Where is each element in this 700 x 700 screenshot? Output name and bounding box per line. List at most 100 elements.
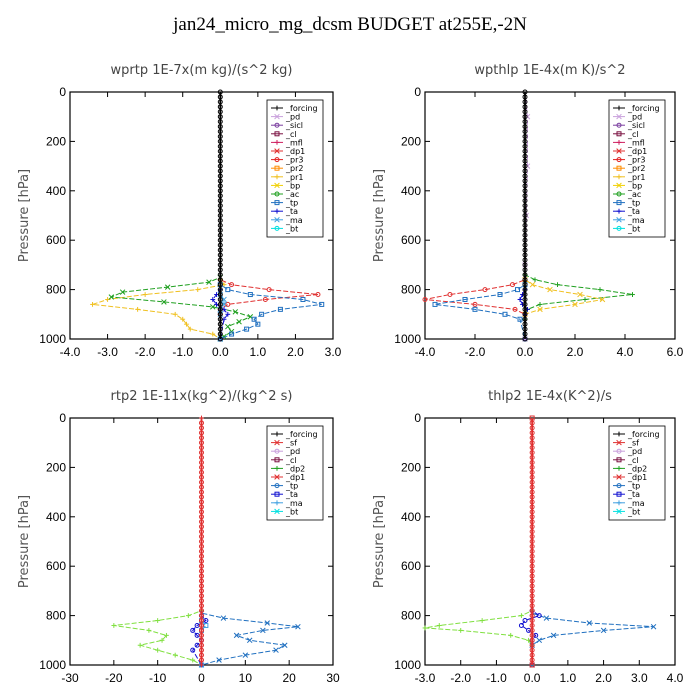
x-tick-label: 0.0 (517, 345, 534, 359)
legend-entry: _dp2 (285, 464, 305, 473)
forcing-point (217, 331, 223, 337)
series-point-_tp-d (273, 647, 279, 653)
forcing-point (529, 420, 535, 426)
legend-marker (616, 157, 622, 163)
series-point-_tp (255, 321, 261, 327)
panel-title: wprtp 1E-7x(m kg)/(s^2 kg) (111, 63, 293, 78)
series-point-_ta (190, 627, 196, 633)
series-point-_ac-d (232, 309, 239, 315)
y-tick-label: 1000 (39, 332, 66, 346)
forcing-point (529, 553, 535, 559)
series-point-_tp-d (264, 620, 271, 626)
forcing-point (522, 272, 528, 278)
forcing-point (522, 168, 528, 174)
x-tick-label: -3.0 (415, 671, 436, 685)
legend-marker (616, 191, 622, 197)
forcing-point (529, 479, 535, 485)
forcing-point (217, 119, 223, 125)
forcing-point (529, 509, 535, 515)
forcing-point (522, 203, 528, 209)
forcing-point (522, 213, 528, 218)
legend-entry: _pd (285, 447, 300, 456)
forcing-point (199, 514, 204, 520)
forcing-point (529, 608, 535, 614)
series-point-_tp-d (550, 632, 557, 639)
x-tick-label: 3.0 (631, 671, 648, 685)
legend-entry: _sf (285, 439, 297, 448)
forcing-point (217, 321, 223, 327)
series-point-_tp (247, 292, 253, 298)
legend-marker (274, 491, 280, 497)
forcing-point (217, 282, 223, 288)
forcing-point (522, 188, 528, 194)
y-tick-label: 0 (414, 85, 421, 99)
forcing-point (217, 316, 223, 322)
legend-entry: _bt (627, 224, 640, 233)
legend-entry: _cl (627, 456, 639, 465)
legend-entry: _pr2 (627, 164, 645, 173)
legend-entry: _ta (627, 207, 640, 216)
forcing-point (199, 445, 204, 451)
series-point-_tp-d (260, 627, 266, 634)
x-tick-label: 2.0 (595, 671, 612, 685)
forcing-point (529, 578, 535, 584)
legend-entry: _pr2 (285, 164, 303, 173)
forcing-point (529, 627, 535, 633)
y-tick-label: 0 (59, 411, 66, 425)
x-tick-label: 0.0 (524, 671, 541, 685)
y-tick-label: 200 (401, 460, 421, 474)
forcing-point (217, 94, 223, 100)
x-tick-label: 30 (326, 671, 340, 685)
forcing-point (199, 519, 204, 525)
legend-marker-d (616, 113, 622, 120)
forcing-point (529, 430, 535, 436)
forcing-point (217, 133, 223, 139)
legend-entry: _pr3 (285, 156, 303, 165)
y-tick-label: 400 (46, 510, 66, 524)
forcing-point (522, 331, 528, 337)
forcing-point (522, 208, 528, 214)
forcing-point (199, 647, 204, 653)
forcing-point (522, 109, 528, 115)
legend-entry: _forcing (627, 430, 660, 439)
forcing-point (529, 593, 535, 599)
forcing-point (199, 548, 204, 554)
x-tick-label: 1.0 (560, 671, 577, 685)
forcing-point (199, 652, 204, 658)
legend-entry: _bt (627, 507, 640, 516)
x-tick-label: -10 (149, 671, 167, 685)
forcing-point (529, 440, 535, 446)
legend-entry: _dp1 (285, 473, 305, 482)
forcing-point (217, 99, 223, 105)
forcing-point (522, 153, 528, 159)
x-tick-label: -20 (105, 671, 123, 685)
forcing-point (199, 657, 204, 663)
y-axis-label: Pressure [hPa] (372, 169, 387, 262)
forcing-point (217, 143, 223, 149)
y-tick-label: 0 (59, 85, 66, 99)
forcing-point (529, 657, 535, 663)
forcing-point (529, 524, 535, 530)
forcing-point (217, 129, 223, 135)
forcing-point (217, 114, 223, 120)
forcing-point (529, 603, 535, 609)
plot-frame (424, 417, 676, 666)
legend-entry: _bp (285, 181, 300, 190)
forcing-point (217, 148, 223, 154)
forcing-point (522, 99, 528, 105)
forcing-point (217, 272, 223, 278)
forcing-point (217, 247, 223, 253)
forcing-point (522, 129, 528, 135)
forcing-point (199, 464, 204, 470)
legend-entry: _tp (285, 199, 298, 208)
series-point-_pr1-d (537, 306, 543, 313)
chart-panel-1: wprtp 1E-7x(m kg)/(s^2 kg) Pressure [hPa]… (17, 63, 342, 359)
forcing-point (217, 153, 223, 159)
forcing-point (522, 257, 528, 263)
series-point-_tp (225, 287, 231, 293)
series-point-_ac-d (206, 279, 212, 285)
legend-marker-d (616, 148, 622, 154)
y-axis-label: Pressure [hPa] (17, 495, 32, 588)
figure-title: jan24_micro_mg_dcsm BUDGET at255E,-2N (173, 14, 527, 35)
forcing-point (199, 543, 204, 549)
